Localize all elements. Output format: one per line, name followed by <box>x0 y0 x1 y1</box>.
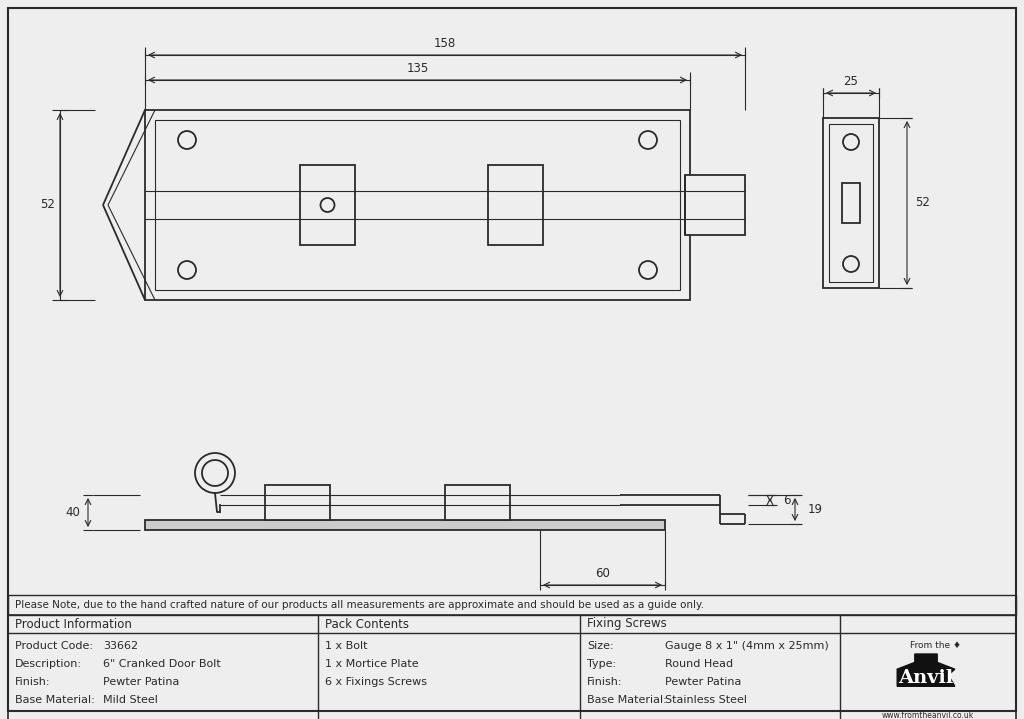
Text: Product Information: Product Information <box>15 618 132 631</box>
Polygon shape <box>897 654 954 687</box>
Text: Pewter Patina: Pewter Patina <box>665 677 741 687</box>
Text: From the ♦: From the ♦ <box>910 641 962 649</box>
Text: 40: 40 <box>66 506 80 519</box>
Text: Stainless Steel: Stainless Steel <box>665 695 746 705</box>
Text: 33662: 33662 <box>103 641 138 651</box>
Bar <box>685 175 745 235</box>
Text: 1 x Bolt: 1 x Bolt <box>325 641 368 651</box>
Bar <box>823 118 879 288</box>
Text: Gauge 8 x 1" (4mm x 25mm): Gauge 8 x 1" (4mm x 25mm) <box>665 641 828 651</box>
Text: Anvil: Anvil <box>898 669 953 687</box>
Text: 52: 52 <box>915 196 930 209</box>
Text: 52: 52 <box>40 198 55 211</box>
Text: 135: 135 <box>407 62 429 75</box>
Bar <box>145 110 690 300</box>
Text: 6" Cranked Door Bolt: 6" Cranked Door Bolt <box>103 659 221 669</box>
Text: Type:: Type: <box>587 659 616 669</box>
Text: Pack Contents: Pack Contents <box>325 618 409 631</box>
Text: Base Material:: Base Material: <box>15 695 95 705</box>
Text: 158: 158 <box>434 37 456 50</box>
Bar <box>155 120 680 290</box>
Text: www.fromtheanvil.co.uk: www.fromtheanvil.co.uk <box>882 710 974 719</box>
Text: 1 x Mortice Plate: 1 x Mortice Plate <box>325 659 419 669</box>
Text: 6 x Fixings Screws: 6 x Fixings Screws <box>325 677 427 687</box>
Text: 25: 25 <box>844 75 858 88</box>
Text: Pewter Patina: Pewter Patina <box>103 677 179 687</box>
Text: Please Note, due to the hand crafted nature of our products all measurements are: Please Note, due to the hand crafted nat… <box>15 600 705 610</box>
Bar <box>488 165 543 245</box>
Bar <box>445 485 510 520</box>
Text: Base Material:: Base Material: <box>587 695 667 705</box>
Bar <box>842 183 860 223</box>
Bar <box>8 595 1016 615</box>
Text: Description:: Description: <box>15 659 82 669</box>
Text: Product Code:: Product Code: <box>15 641 93 651</box>
Bar <box>265 485 330 520</box>
Text: Finish:: Finish: <box>587 677 623 687</box>
Text: Fixing Screws: Fixing Screws <box>587 618 667 631</box>
Text: 6: 6 <box>783 493 791 506</box>
Text: 19: 19 <box>808 503 823 516</box>
Bar <box>829 124 873 282</box>
Text: 60: 60 <box>595 567 610 580</box>
Bar <box>300 165 355 245</box>
Text: Finish:: Finish: <box>15 677 50 687</box>
Text: Mild Steel: Mild Steel <box>103 695 158 705</box>
Bar <box>8 615 1016 719</box>
Text: Round Head: Round Head <box>665 659 733 669</box>
Bar <box>145 520 665 530</box>
Text: Size:: Size: <box>587 641 613 651</box>
